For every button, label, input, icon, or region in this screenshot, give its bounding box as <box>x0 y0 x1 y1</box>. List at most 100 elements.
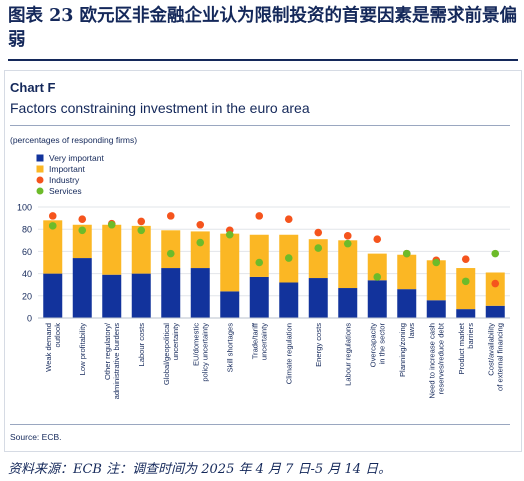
bar-important <box>72 224 92 259</box>
industry-point <box>255 212 264 220</box>
industry-point <box>78 215 87 224</box>
svg-text:Low profitability: Low profitability <box>78 323 87 376</box>
services-point <box>137 226 146 235</box>
services-point <box>107 220 116 229</box>
svg-text:Cost/availabilityof external f: Cost/availabilityof external financing <box>487 323 505 391</box>
x-category-label: Other regulatory/administrative burdens <box>103 322 121 399</box>
industry-point <box>461 255 470 263</box>
svg-text:Skill shortages: Skill shortages <box>225 323 234 373</box>
industry-point <box>343 232 352 240</box>
bar-important <box>338 240 358 289</box>
services-point <box>78 226 87 235</box>
svg-text:Other regulatory/administrativ: Other regulatory/administrative burdens <box>103 322 121 399</box>
x-category-label: Need to increase cashreserves/reduce deb… <box>428 322 446 398</box>
bar-very-important <box>102 274 122 318</box>
bar-very-important <box>220 291 240 318</box>
bar-important <box>456 268 476 310</box>
industry-point <box>373 235 382 243</box>
legend-label: Very important <box>49 153 104 163</box>
bar-very-important <box>397 289 417 318</box>
x-category-label: Planning/zoninglaws <box>398 323 416 377</box>
services-point <box>255 258 264 267</box>
services-point <box>225 230 234 239</box>
legend-label: Important <box>49 164 86 174</box>
services-point <box>284 254 293 262</box>
industry-point <box>166 212 175 220</box>
services-point <box>373 273 382 281</box>
bar-important <box>249 234 269 277</box>
svg-text:Energy costs: Energy costs <box>314 323 323 367</box>
x-category-label: Low profitability <box>78 323 87 376</box>
y-tick-label: 20 <box>22 291 32 301</box>
bar-very-important <box>161 268 181 318</box>
svg-text:Weak demandoutlook: Weak demandoutlook <box>44 323 62 372</box>
x-category-label: Energy costs <box>314 323 323 367</box>
chart-label: Chart F <box>10 80 56 95</box>
footer-note: 资料来源：ECB 注：调查时间为 2025 年 4 月 7 日-5 月 14 日… <box>8 462 392 477</box>
industry-point <box>137 217 146 226</box>
svg-text:Trade/tariffuncertainty: Trade/tariffuncertainty <box>251 322 269 360</box>
services-point <box>196 238 205 247</box>
y-tick-label: 0 <box>27 314 32 324</box>
legend-swatch <box>36 154 44 162</box>
legend-label: Services <box>49 186 82 196</box>
x-category-label: Labour regulations <box>343 323 352 386</box>
bar-important <box>131 225 151 274</box>
bar-very-important <box>279 282 299 318</box>
services-point <box>491 249 500 258</box>
industry-point <box>284 215 293 224</box>
x-category-label: Product marketbarriers <box>457 322 475 374</box>
x-category-label: Global/geopoliticaluncertainty <box>162 323 180 385</box>
bar-very-important <box>190 268 210 318</box>
industry-point <box>196 220 205 229</box>
x-category-label: Trade/tariffuncertainty <box>251 322 269 360</box>
svg-text:Labour regulations: Labour regulations <box>343 323 352 386</box>
y-tick-label: 60 <box>22 247 32 257</box>
bar-important <box>397 254 417 290</box>
x-category-label: EU/domesticpolicy uncertainty <box>192 323 210 382</box>
legend-marker <box>36 187 44 195</box>
x-category-label: Overcapacityin the sector <box>369 323 387 368</box>
heading-rule <box>8 59 518 61</box>
bar-important <box>43 220 63 274</box>
chart-title: Factors constraining investment in the e… <box>10 100 310 116</box>
y-tick-label: 80 <box>22 225 32 235</box>
bar-important <box>367 253 387 281</box>
services-point <box>48 222 57 230</box>
legend-marker <box>36 176 44 184</box>
bar-important <box>102 224 122 275</box>
svg-text:Product marketbarriers: Product marketbarriers <box>457 322 475 374</box>
x-category-label: Cost/availabilityof external financing <box>487 323 505 391</box>
bar-very-important <box>308 278 328 318</box>
legend-label: Industry <box>49 175 80 185</box>
y-tick-label: 40 <box>22 269 32 279</box>
bar-important <box>161 230 181 269</box>
industry-point <box>48 212 57 220</box>
svg-text:Climate regulation: Climate regulation <box>284 323 293 384</box>
bar-important <box>426 260 446 301</box>
x-category-label: Skill shortages <box>225 323 234 373</box>
bar-very-important <box>72 258 92 318</box>
bar-important <box>190 231 210 269</box>
bar-very-important <box>131 273 151 318</box>
bar-very-important <box>485 305 505 318</box>
bar-very-important <box>456 309 476 318</box>
y-tick-label: 100 <box>17 203 32 213</box>
x-category-label: Climate regulation <box>284 323 293 384</box>
chart-unit-note: (percentages of responding firms) <box>10 135 138 145</box>
industry-point <box>314 228 323 237</box>
services-point <box>432 258 441 267</box>
services-point <box>343 239 352 248</box>
svg-text:Planning/zoninglaws: Planning/zoninglaws <box>398 323 416 377</box>
bar-very-important <box>43 273 63 318</box>
legend-swatch <box>36 165 44 173</box>
chart-source: Source: ECB. <box>10 432 62 442</box>
services-point <box>166 249 175 258</box>
bar-important <box>485 272 505 306</box>
svg-text:Need to increase cashreserves/: Need to increase cashreserves/reduce deb… <box>428 322 446 398</box>
title-rule <box>10 125 510 126</box>
bar-very-important <box>249 276 269 318</box>
services-point <box>314 244 323 252</box>
services-point <box>402 249 411 258</box>
